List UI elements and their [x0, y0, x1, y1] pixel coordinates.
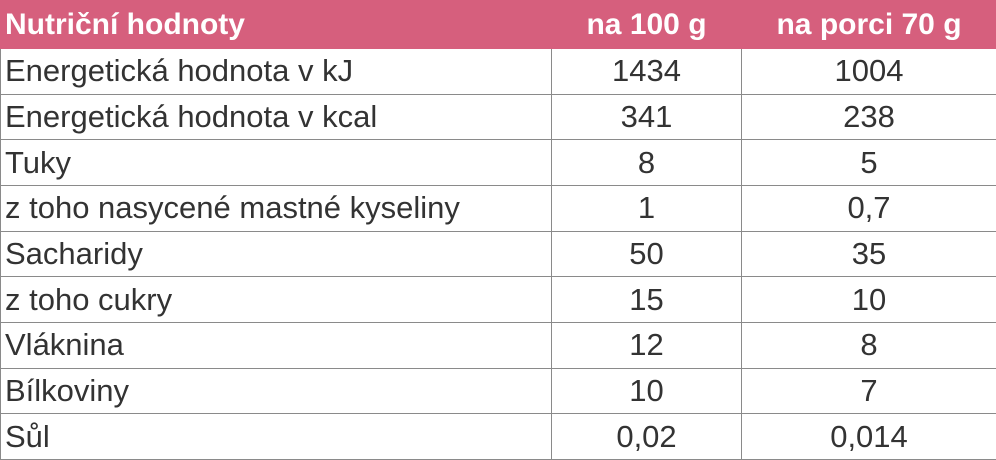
nutrient-value: 341 — [551, 93, 742, 141]
table-row: Energetická hodnota v kJ 1434 1004 — [0, 48, 996, 95]
nutrient-value: 35 — [741, 230, 996, 278]
header-cell: na 100 g — [551, 0, 742, 49]
nutrient-value: 0,02 — [551, 413, 742, 460]
table-body: Energetická hodnota v kJ 1434 1004 Energeti… — [0, 48, 996, 460]
nutrient-name: Sůl — [0, 413, 552, 460]
table-row: Vláknina 12 8 — [0, 321, 996, 369]
table-row: Energetická hodnota v kcal 341 238 — [0, 93, 996, 141]
nutrient-value: 0,7 — [741, 184, 996, 232]
nutrient-value: 1434 — [551, 48, 742, 95]
header-cell: Nutriční hodnoty — [0, 0, 552, 49]
table-row: Bílkoviny 10 7 — [0, 367, 996, 415]
header-row: Nutriční hodnoty na 100 g na porci 70 g — [0, 0, 996, 49]
table-row: z toho nasycené mastné kyseliny 1 0,7 — [0, 184, 996, 232]
table-row: Sůl 0,02 0,014 — [0, 413, 996, 460]
nutrient-value: 1 — [551, 184, 742, 232]
nutrient-value: 238 — [741, 93, 996, 141]
nutrient-name: z toho cukry — [0, 276, 552, 323]
table-header: Nutriční hodnoty na 100 g na porci 70 g — [0, 0, 996, 49]
table-row: Sacharidy 50 35 — [0, 230, 996, 278]
nutrient-value: 0,014 — [741, 413, 996, 460]
nutrient-name: z toho nasycené mastné kyseliny — [0, 184, 552, 232]
nutrient-value: 15 — [551, 276, 742, 323]
nutrient-value: 10 — [551, 367, 742, 415]
nutrient-value: 50 — [551, 230, 742, 278]
nutrient-value: 12 — [551, 321, 742, 369]
nutrient-value: 8 — [741, 321, 996, 369]
nutrient-value: 7 — [741, 367, 996, 415]
table-row: Tuky 8 5 — [0, 139, 996, 186]
nutrient-name: Energetická hodnota v kcal — [0, 93, 552, 141]
nutrient-value: 5 — [741, 139, 996, 186]
table-row: z toho cukry 15 10 — [0, 276, 996, 323]
nutrient-name: Vláknina — [0, 321, 552, 369]
nutrient-name: Tuky — [0, 139, 552, 186]
header-cell: na porci 70 g — [741, 0, 996, 49]
nutrient-name: Sacharidy — [0, 230, 552, 278]
nutrient-name: Bílkoviny — [0, 367, 552, 415]
nutrient-value: 10 — [741, 276, 996, 323]
nutrient-value: 1004 — [741, 48, 996, 95]
nutrient-value: 8 — [551, 139, 742, 186]
nutrient-name: Energetická hodnota v kJ — [0, 48, 552, 95]
